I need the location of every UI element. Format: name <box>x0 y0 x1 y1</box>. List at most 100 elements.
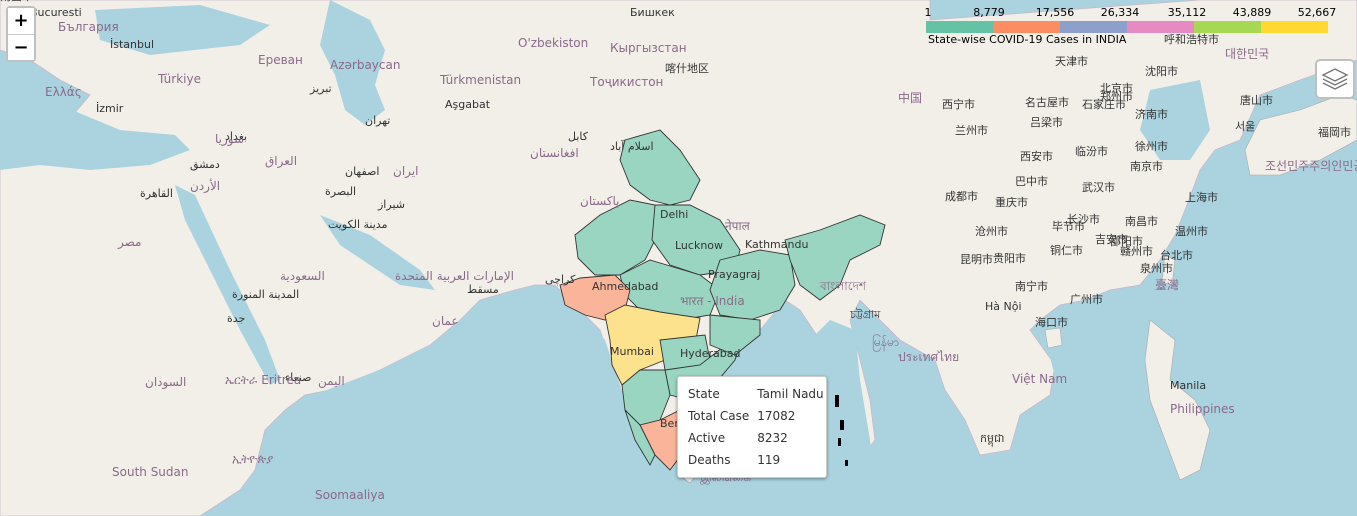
legend-tick: 8,779 <box>973 6 1005 19</box>
map-label: Mumbai <box>610 345 654 358</box>
tooltip-label: State <box>688 387 720 401</box>
india-choropleth[interactable] <box>559 129 886 471</box>
map-label: Lucknow <box>675 239 723 252</box>
state-odisha <box>709 314 761 356</box>
map-label: Türkiye <box>157 72 201 86</box>
philippines <box>1144 319 1211 481</box>
map-label: القاهرة <box>140 187 173 200</box>
map-label: 石家庄市 <box>1082 97 1126 111</box>
map-label: 巴中市 <box>1015 174 1048 188</box>
legend-swatch <box>926 21 993 33</box>
map-label: 沈阳市 <box>1145 64 1178 78</box>
map-label: الأردن <box>190 178 220 194</box>
map-label: افغانستان <box>530 146 579 160</box>
legend-swatch <box>1127 21 1194 33</box>
map-label: 泉州市 <box>1140 261 1173 275</box>
map-label: 徐州市 <box>1135 139 1168 153</box>
map-label: O'zbekiston <box>518 36 588 50</box>
mediterranean-sea <box>0 100 190 170</box>
map-label: البصرة <box>325 185 356 198</box>
legend-ticks: 1 8,779 17,556 26,334 35,112 43,889 52,667 <box>922 6 1342 20</box>
map-label: İstanbul <box>110 38 154 51</box>
map-label: پاکستان <box>580 194 620 208</box>
legend-swatch <box>1194 21 1261 33</box>
map-label: 吕梁市 <box>1030 115 1063 129</box>
map-label: भारत - India <box>680 294 745 308</box>
pacific-sea <box>1230 150 1357 300</box>
map-label: Ереван <box>258 53 303 67</box>
map-label: 呼和浩特市 <box>1164 32 1219 46</box>
legend-tick: 52,667 <box>1297 6 1337 19</box>
andaman-islands <box>835 395 848 466</box>
map-label: চট্টগ্রাম <box>849 308 881 321</box>
state-rajasthan <box>574 199 661 276</box>
state-kerala <box>624 409 656 466</box>
map-label: 南昌市 <box>0 0 33 3</box>
map-label: سوريا <box>215 132 244 147</box>
map-label: 南昌市 <box>1125 214 1158 228</box>
map-label: Hà Nội <box>985 300 1022 313</box>
map-label: السودان <box>145 375 186 390</box>
map-label: កម្ពុជា <box>980 432 1004 447</box>
map-label: 台北市 <box>1160 248 1193 262</box>
map-label: नेपाल <box>725 219 751 233</box>
map-label: Bucuresti <box>30 6 82 19</box>
map-label: صنعاء <box>285 371 312 384</box>
map-label: 臺灣 <box>1155 277 1179 292</box>
map-label: الإمارات العربية المتحدة <box>395 269 514 284</box>
map-label: Prayagraj <box>708 268 760 281</box>
map-label: شیراز <box>377 198 405 211</box>
map-label: 西宁市 <box>942 97 975 111</box>
map-label: 赣州市 <box>1120 244 1153 258</box>
taiwan <box>1161 254 1176 286</box>
map-label: 名古屋市 <box>1025 95 1069 109</box>
map-label: Тоҷикистон <box>589 75 663 89</box>
tooltip-label: Total Case <box>688 409 750 423</box>
map-label: 海口市 <box>1035 315 1068 329</box>
legend-tick: 26,334 <box>1100 6 1140 19</box>
tooltip-value: 119 <box>757 453 781 467</box>
map-label: مسقط <box>467 283 499 296</box>
tooltip-label: Active <box>688 431 726 445</box>
map-label: 北京市 <box>1100 81 1133 95</box>
layers-icon <box>1321 68 1349 90</box>
map-label: 中国 <box>898 90 922 105</box>
layers-control[interactable] <box>1315 59 1355 99</box>
caspian-sea <box>320 0 385 125</box>
tooltip-row: Deaths 119 <box>684 449 828 471</box>
zoom-in-button[interactable]: + <box>8 8 34 34</box>
map-label: България <box>58 20 119 34</box>
map-label: 沧州市 <box>975 224 1008 238</box>
zoom-out-button[interactable]: − <box>8 34 34 60</box>
map-label: Kathmandu <box>745 238 808 251</box>
map-label: 成都市 <box>945 189 978 203</box>
map-label: 대한민국 <box>1225 47 1269 61</box>
state-north <box>619 129 701 206</box>
red-sea <box>175 185 280 385</box>
state-tooltip: State Tamil Nadu Total Case 17082 Active 8232… <box>677 376 827 478</box>
map-label: عمان <box>432 314 459 328</box>
japan <box>1244 94 1357 176</box>
map-label: 喀什地区 <box>665 62 709 75</box>
state-east <box>709 249 796 321</box>
map-label: Philippines <box>1170 402 1235 416</box>
map-label: مدينة الكويت <box>328 218 388 231</box>
map-label: İzmir <box>96 102 124 115</box>
map-label: Aşgabat <box>445 98 491 111</box>
map-label: 贵阳市 <box>993 251 1026 265</box>
map-label: كابل <box>568 130 589 143</box>
map-label: المدينة المنورة <box>232 288 299 301</box>
map-label: تبريز <box>309 82 332 95</box>
hainan <box>1044 327 1063 349</box>
black-sea <box>95 5 270 55</box>
map-label: Бишкек <box>630 6 675 19</box>
map-label: العراق <box>265 154 297 169</box>
map-label: 吉安市 <box>1095 232 1128 246</box>
map-label: Türkmenistan <box>439 73 521 87</box>
map-label: ایران <box>393 164 418 179</box>
map-label: 조선민주주의인민공화국 <box>1265 159 1357 173</box>
legend-tick: 1 <box>924 6 932 19</box>
map-label: Кыргызстан <box>610 41 687 55</box>
legend: 1 8,779 17,556 26,334 35,112 43,889 52,667 Sta… <box>922 2 1342 48</box>
map-label: جدة <box>227 312 245 325</box>
